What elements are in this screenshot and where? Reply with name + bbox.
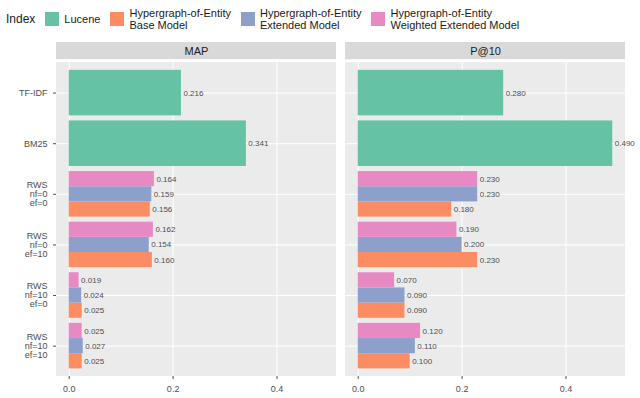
- svg-text:0.027: 0.027: [85, 342, 106, 351]
- svg-text:0.190: 0.190: [459, 225, 480, 234]
- svg-text:0.230: 0.230: [480, 256, 501, 265]
- svg-text:0.2: 0.2: [167, 384, 180, 394]
- svg-text:0.2: 0.2: [456, 384, 469, 394]
- svg-text:0.162: 0.162: [155, 225, 176, 234]
- svg-text:BM25: BM25: [24, 139, 48, 149]
- svg-text:0.180: 0.180: [454, 205, 475, 214]
- svg-text:0.159: 0.159: [154, 190, 175, 199]
- svg-text:RWSnf=0ef=0: RWSnf=0ef=0: [27, 180, 48, 208]
- svg-text:0.0: 0.0: [63, 384, 76, 394]
- html-text:Hypergraph-of-Entity Weighted: Hypergraph-of-Entity Weighted Extended M…: [390, 6, 520, 31]
- svg-text:0.025: 0.025: [84, 357, 105, 366]
- svg-text:0.490: 0.490: [615, 139, 636, 148]
- svg-text:0.024: 0.024: [84, 291, 105, 300]
- svg-text:RWSnf=10ef=10: RWSnf=10ef=10: [25, 332, 48, 360]
- svg-text:0.4: 0.4: [560, 384, 573, 394]
- html-text:Lucene: Lucene: [64, 13, 101, 25]
- html-text:Hypergraph-of-Entity Base Mode: Hypergraph-of-Entity Base Model: [129, 6, 231, 31]
- html-text:Hypergraph-of-Entity Extended: Hypergraph-of-Entity Extended Model: [260, 6, 362, 31]
- svg-text:0.230: 0.230: [480, 175, 501, 184]
- svg-text:0.100: 0.100: [412, 357, 433, 366]
- svg-text:TF-IDF: TF-IDF: [19, 88, 48, 98]
- svg-text:0.230: 0.230: [480, 190, 501, 199]
- svg-text:0.120: 0.120: [423, 327, 444, 336]
- svg-text:0.025: 0.025: [84, 306, 105, 315]
- svg-text:0.164: 0.164: [156, 175, 177, 184]
- svg-text:0.200: 0.200: [464, 240, 485, 249]
- svg-text:0.4: 0.4: [271, 384, 284, 394]
- svg-text:P@10: P@10: [470, 45, 501, 57]
- svg-text:0.0: 0.0: [352, 384, 365, 394]
- svg-text:0.090: 0.090: [407, 306, 428, 315]
- svg-text:0.160: 0.160: [154, 256, 175, 265]
- svg-text:0.280: 0.280: [506, 89, 527, 98]
- svg-text:0.156: 0.156: [152, 205, 173, 214]
- svg-text:0.025: 0.025: [84, 327, 105, 336]
- svg-text:MAP: MAP: [185, 45, 209, 57]
- svg-text:0.154: 0.154: [151, 240, 172, 249]
- svg-text:0.019: 0.019: [81, 276, 102, 285]
- svg-text:0.216: 0.216: [183, 89, 204, 98]
- svg-text:RWSnf=10ef=0: RWSnf=10ef=0: [25, 281, 48, 309]
- svg-text:0.110: 0.110: [417, 342, 437, 351]
- svg-text:0.090: 0.090: [407, 291, 428, 300]
- svg-text:RWSnf=0ef=10: RWSnf=0ef=10: [25, 231, 48, 259]
- svg-text:0.070: 0.070: [397, 276, 418, 285]
- html-text:Index: Index: [6, 12, 36, 26]
- svg-text:0.341: 0.341: [248, 139, 269, 148]
